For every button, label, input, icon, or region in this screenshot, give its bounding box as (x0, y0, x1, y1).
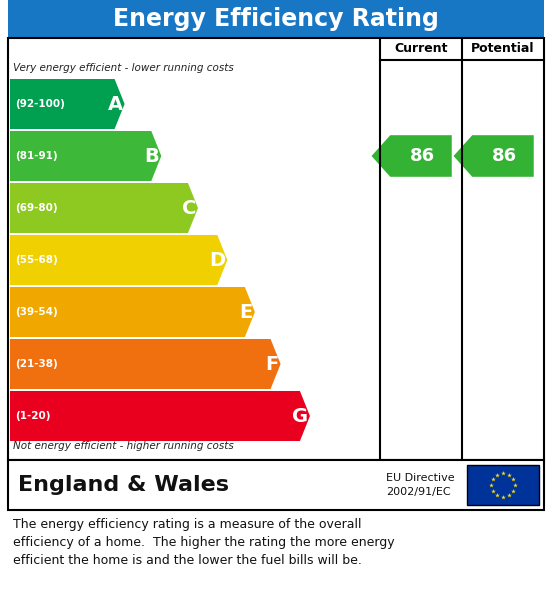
Bar (467, 465, 539, 505)
Text: C: C (182, 199, 196, 218)
Text: (39-54): (39-54) (15, 307, 58, 317)
Text: (92-100): (92-100) (15, 99, 65, 109)
Text: F: F (266, 354, 279, 373)
Text: (21-38): (21-38) (15, 359, 58, 369)
Text: (69-80): (69-80) (15, 203, 57, 213)
Text: D: D (209, 251, 225, 270)
Text: 86: 86 (492, 147, 517, 165)
Polygon shape (10, 339, 280, 389)
Text: 86: 86 (410, 147, 436, 165)
Text: EU Directive
2002/91/EC: EU Directive 2002/91/EC (386, 473, 455, 497)
Polygon shape (454, 135, 534, 177)
Polygon shape (371, 135, 452, 177)
Polygon shape (10, 391, 310, 441)
Text: Not energy efficient - higher running costs: Not energy efficient - higher running co… (13, 441, 233, 451)
Text: The energy efficiency rating is a measure of the overall
efficiency of a home.  : The energy efficiency rating is a measur… (13, 518, 395, 567)
Text: B: B (145, 147, 160, 166)
Polygon shape (10, 183, 198, 233)
Text: E: E (240, 302, 253, 321)
Bar (8, 0, 544, 38)
Polygon shape (10, 287, 255, 337)
Polygon shape (10, 79, 125, 129)
Text: (55-68): (55-68) (15, 255, 58, 265)
Text: (81-91): (81-91) (15, 151, 57, 161)
Bar (8, 38, 544, 460)
Bar (8, 460, 544, 510)
Text: Energy Efficiency Rating: Energy Efficiency Rating (113, 7, 439, 31)
Polygon shape (10, 131, 161, 181)
Polygon shape (10, 235, 227, 285)
Text: Current: Current (394, 42, 448, 56)
Text: Potential: Potential (471, 42, 535, 56)
Text: (1-20): (1-20) (15, 411, 50, 421)
Text: Very energy efficient - lower running costs: Very energy efficient - lower running co… (13, 63, 233, 73)
Text: G: G (292, 406, 308, 425)
Text: A: A (108, 94, 123, 113)
Text: England & Wales: England & Wales (18, 475, 229, 495)
